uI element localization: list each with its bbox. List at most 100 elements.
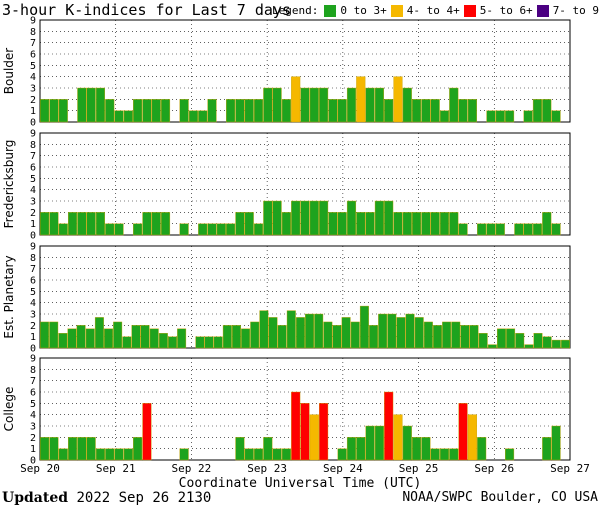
k-index-bar	[253, 223, 264, 236]
k-index-bar	[477, 437, 487, 461]
k-index-bar	[104, 328, 114, 349]
k-index-bar	[168, 336, 177, 349]
k-index-bar	[458, 99, 468, 123]
k-index-bar	[131, 325, 141, 349]
k-index-bar	[396, 317, 406, 349]
k-index-bar	[346, 200, 357, 236]
k-index-bar	[241, 328, 251, 349]
legend-item-storm: 5- to 6+	[463, 4, 533, 17]
k-index-bar	[142, 403, 152, 461]
k-index-bar	[123, 448, 133, 461]
k-index-bar	[85, 328, 95, 349]
k-index-bar	[533, 333, 543, 349]
k-index-bar	[122, 336, 132, 349]
k-index-bar	[346, 437, 357, 461]
k-index-bar	[244, 99, 254, 123]
legend-text-active: 4- to 4+	[406, 4, 460, 17]
k-index-bar	[460, 325, 470, 349]
panel-frame	[39, 245, 571, 349]
k-index-bar	[433, 325, 442, 349]
k-index-bar	[359, 305, 369, 349]
legend-item-quiet: 0 to 3+	[324, 4, 387, 17]
k-index-bar	[77, 437, 87, 461]
k-index-bar	[532, 223, 543, 236]
updated-value: 2022 Sep 26 2130	[76, 490, 212, 506]
k-index-bar	[114, 110, 124, 123]
y-tick-label: 8	[30, 27, 36, 38]
k-index-bar	[495, 223, 505, 236]
k-index-bar	[439, 212, 450, 236]
k-index-bar	[204, 336, 214, 349]
k-index-bar	[439, 448, 450, 461]
x-tick-label: Sep 21	[96, 462, 136, 475]
updated-footer: Updated 2022 Sep 26 2130	[2, 490, 211, 506]
k-index-bar	[405, 313, 415, 349]
title-row: 3-hour K-indices for Last 7 days Legend:…	[2, 0, 599, 22]
y-tick-label: 1	[30, 106, 36, 117]
y-tick-label: 1	[30, 444, 36, 455]
k-index-bar	[291, 76, 301, 123]
k-index-bar	[40, 99, 50, 123]
k-index-bar	[384, 391, 394, 461]
k-index-bar	[151, 212, 161, 236]
k-index-bar	[393, 414, 403, 461]
k-index-bar	[113, 321, 123, 349]
y-tick-label: 4	[30, 72, 36, 83]
k-index-bar	[337, 99, 347, 123]
k-index-bar	[263, 437, 273, 461]
panel-label: Fredericksburg	[2, 140, 16, 229]
k-index-bar	[235, 212, 245, 236]
k-index-bar	[188, 110, 198, 123]
y-tick-label: 3	[30, 422, 36, 433]
k-index-bar	[149, 328, 159, 349]
k-index-bar	[86, 87, 96, 123]
y-tick-label: 9	[30, 242, 36, 253]
y-tick-label: 8	[30, 253, 36, 264]
y-tick-label: 8	[30, 140, 36, 151]
k-index-bar	[198, 223, 208, 236]
k-index-bar	[469, 325, 479, 349]
k-index-bar	[226, 223, 236, 236]
y-tick-label: 1	[30, 219, 36, 230]
k-index-bar	[467, 414, 477, 461]
x-tick-label: Sep 23	[247, 462, 287, 475]
k-index-bar	[486, 223, 496, 236]
k-index-bar	[423, 321, 433, 349]
k-index-bar	[49, 437, 59, 461]
k-index-bar	[250, 321, 260, 349]
k-index-bar	[226, 99, 236, 123]
y-tick-label: 4	[30, 410, 36, 421]
k-index-bar	[332, 325, 342, 349]
k-index-bar	[449, 212, 459, 236]
y-tick-label: 1	[30, 332, 36, 343]
k-index-bar	[458, 223, 468, 236]
k-index-bar	[560, 339, 570, 349]
k-index-bar	[542, 336, 552, 349]
y-tick-label: 6	[30, 276, 36, 287]
k-index-bar	[356, 437, 366, 461]
k-index-bar	[40, 321, 50, 349]
k-index-bar	[393, 76, 403, 123]
y-tick-label: 5	[30, 61, 36, 72]
y-tick-label: 2	[30, 95, 36, 106]
k-index-bar	[216, 223, 226, 236]
x-tick-label: Sep 22	[172, 462, 212, 475]
k-index-bar	[356, 212, 366, 236]
y-tick-label: 6	[30, 50, 36, 61]
k-index-bar	[235, 437, 245, 461]
k-index-bar	[272, 448, 282, 461]
k-index-bar	[253, 448, 264, 461]
k-index-bar	[281, 99, 291, 123]
k-index-bar	[477, 223, 487, 236]
k-index-bar	[95, 87, 105, 123]
k-index-bar	[506, 328, 516, 349]
k-index-bar	[300, 200, 310, 236]
k-index-bar	[319, 87, 329, 123]
k-index-bar	[263, 200, 273, 236]
panel-label: College	[2, 387, 16, 432]
k-index-bar	[514, 223, 524, 236]
k-index-bar	[67, 437, 78, 461]
legend-swatch-storm	[463, 4, 476, 17]
k-index-bar	[277, 325, 287, 349]
k-index-bar	[451, 321, 461, 349]
